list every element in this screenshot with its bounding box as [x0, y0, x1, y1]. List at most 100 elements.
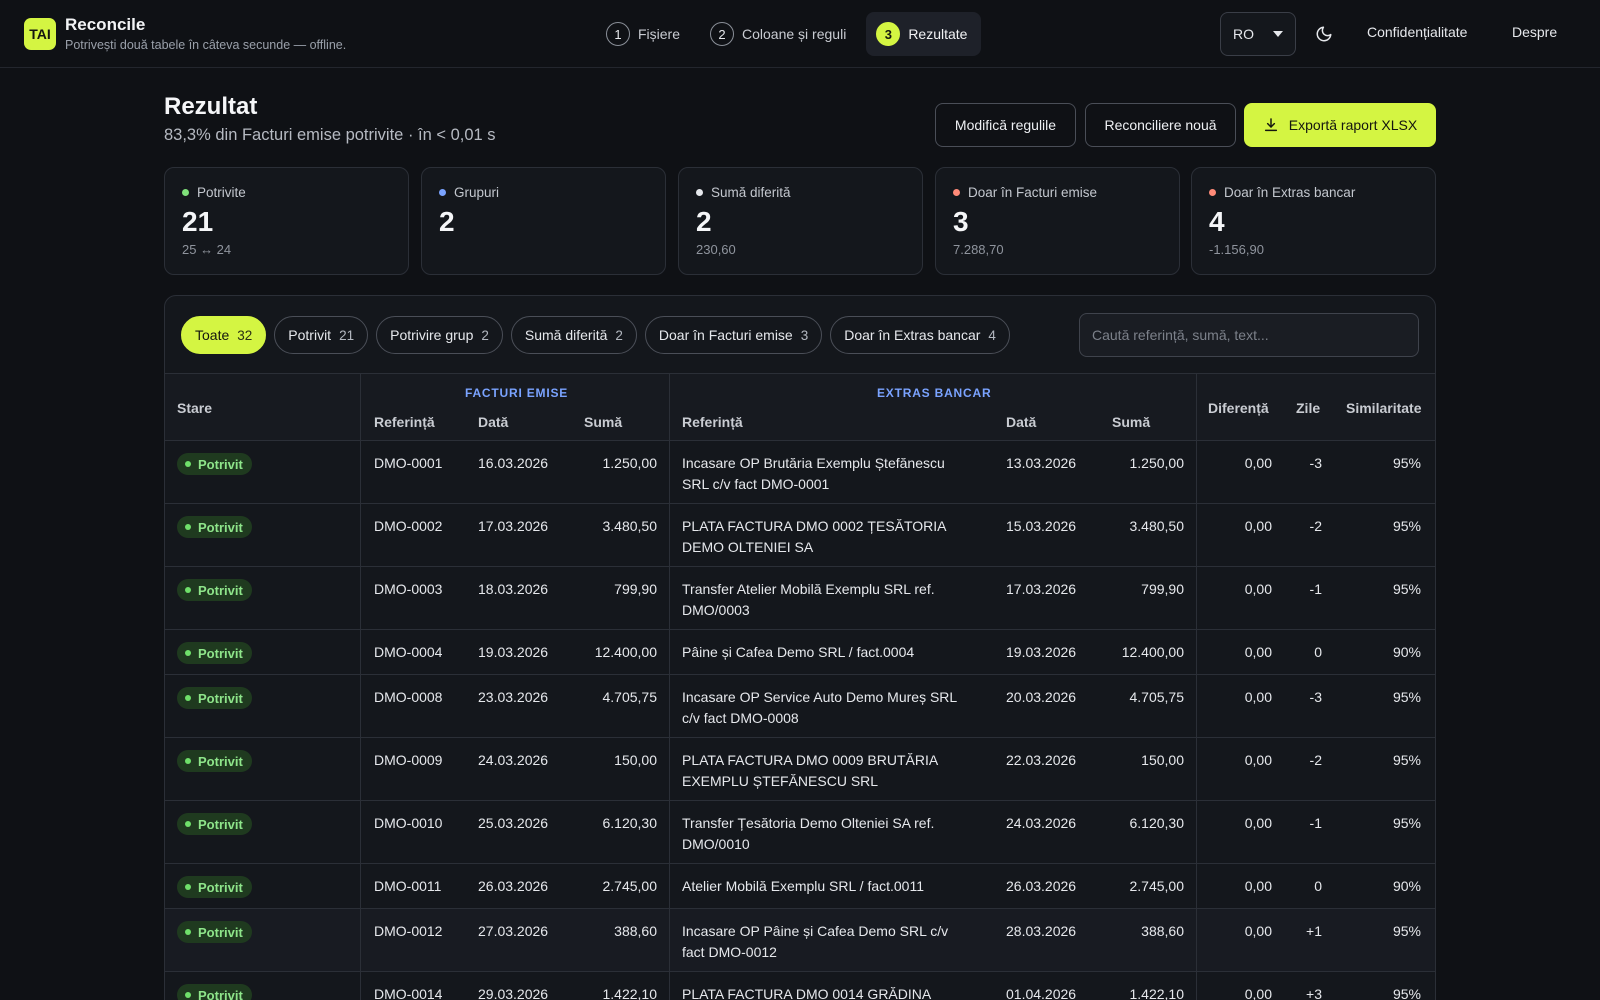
edit-rules-button[interactable]: Modifică regulile	[935, 103, 1076, 147]
group-label-bank: EXTRAS BANCAR	[877, 386, 992, 400]
stat-label: Doar în Facturi emise	[968, 185, 1098, 200]
cell-days: -1	[1309, 815, 1322, 831]
stat-card-amount-diff[interactable]: Sumă diferită 2 230,60	[678, 167, 923, 275]
cell-difference: 0,00	[1244, 581, 1272, 597]
cell-difference: 0,00	[1244, 644, 1272, 660]
column-header-similarity[interactable]: Similaritate	[1346, 400, 1422, 416]
stat-card-matched[interactable]: Potrivite 21 25 ↔ 24	[164, 167, 409, 275]
status-badge: Potrivit	[177, 876, 252, 898]
status-dot	[185, 884, 191, 890]
new-reconciliation-button[interactable]: Reconciliere nouă	[1085, 103, 1236, 147]
column-header-sum-b[interactable]: Sumă	[1112, 414, 1151, 430]
stat-value: 3	[953, 206, 969, 237]
status-dot	[185, 992, 191, 998]
cell-ref-b-line2: fact DMO-0012	[682, 944, 777, 960]
column-header-ref-a[interactable]: Referință	[374, 414, 435, 430]
column-header-date-b[interactable]: Dată	[1006, 414, 1037, 430]
column-header-date-a[interactable]: Dată	[478, 414, 509, 430]
column-divider	[360, 504, 361, 567]
cell-similarity: 95%	[1392, 752, 1421, 768]
cell-ref-b-line1: Atelier Mobilă Exemplu SRL / fact.0011	[682, 878, 925, 894]
filter-chip-matched[interactable]: Potrivit 21	[274, 316, 369, 354]
column-header-difference[interactable]: Diferență	[1208, 400, 1269, 416]
group-label-invoices: FACTURI EMISE	[465, 386, 569, 400]
status-dot	[185, 821, 191, 827]
cell-difference: 0,00	[1244, 518, 1272, 534]
step-label: Rezultate	[908, 26, 968, 42]
stat-card-only-bank[interactable]: Doar în Extras bancar 4 -1.156,90	[1191, 167, 1436, 275]
column-header-status[interactable]: Stare	[177, 400, 213, 416]
cell-date-b: 15.03.2026	[1006, 518, 1077, 534]
privacy-link[interactable]: Confidențialitate	[1367, 24, 1468, 40]
column-divider	[360, 972, 361, 1000]
language-value: RO	[1233, 26, 1254, 42]
table-row[interactable]: Potrivit DMO-0001 16.03.2026 1.250,00 Incasa…	[165, 441, 1435, 504]
cell-ref-a: DMO-0008	[374, 689, 443, 705]
cell-date-a: 19.03.2026	[478, 644, 549, 660]
stat-subvalue: -1.156,90	[1209, 242, 1264, 257]
cell-similarity: 95%	[1392, 581, 1421, 597]
results-panel: Toate 32 Potrivit 21 Potrivire grup 2 Sumă …	[164, 295, 1436, 1000]
table-row[interactable]: Potrivit DMO-0012 27.03.2026 388,60 Incasare…	[165, 909, 1435, 972]
cell-difference: 0,00	[1244, 689, 1272, 705]
column-divider	[1196, 675, 1197, 738]
search-input[interactable]	[1079, 313, 1419, 357]
app-subtitle: Potrivești două tabele în câteva secunde…	[65, 38, 347, 52]
table-row[interactable]: Potrivit DMO-0010 25.03.2026 6.120,30 Transf…	[165, 801, 1435, 864]
stat-card-only-invoices[interactable]: Doar în Facturi emise 3 7.288,70	[935, 167, 1180, 275]
table-row[interactable]: Potrivit DMO-0003 18.03.2026 799,90 Transfer…	[165, 567, 1435, 630]
status-label: Potrivit	[198, 753, 243, 769]
cell-ref-b: Incasare OP Service Auto Demo Mureș SRL c…	[682, 687, 982, 729]
language-select[interactable]: RO	[1220, 12, 1296, 56]
filter-chip-amount-diff[interactable]: Sumă diferită 2	[510, 316, 637, 354]
cell-days: -2	[1309, 518, 1322, 534]
filter-chip-group[interactable]: Potrivire grup 2	[376, 316, 503, 354]
table-row[interactable]: Potrivit DMO-0011 26.03.2026 2.745,00 Atelie…	[165, 864, 1435, 909]
cell-ref-b-line1: PLATA FACTURA DMO 0002 ȚESĂTORIA	[682, 518, 947, 534]
chip-count: 32	[237, 327, 253, 343]
table-row[interactable]: Potrivit DMO-0008 23.03.2026 4.705,75 Incasa…	[165, 675, 1435, 738]
status-badge: Potrivit	[177, 579, 252, 601]
column-divider	[669, 441, 670, 504]
table-row[interactable]: Potrivit DMO-0004 19.03.2026 12.400,00 Pâine…	[165, 630, 1435, 675]
cell-sum-b: 12.400,00	[1121, 644, 1184, 660]
cell-ref-b: Transfer Atelier Mobilă Exemplu SRL ref.…	[682, 579, 982, 621]
stat-card-groups[interactable]: Grupuri 2	[421, 167, 666, 275]
column-header-ref-b[interactable]: Referință	[682, 414, 743, 430]
step-columns-rules[interactable]: 2 Coloane și reguli	[700, 12, 860, 56]
column-divider	[669, 972, 670, 1000]
column-divider	[669, 909, 670, 972]
table-row[interactable]: Potrivit DMO-0002 17.03.2026 3.480,50 PLATA …	[165, 504, 1435, 567]
cell-ref-b-line1: Pâine și Cafea Demo SRL / fact.0004	[682, 644, 915, 660]
status-badge: Potrivit	[177, 687, 252, 709]
cell-difference: 0,00	[1244, 923, 1272, 939]
step-files[interactable]: 1 Fișiere	[596, 12, 694, 56]
export-xlsx-button[interactable]: Exportă raport XLSX	[1244, 103, 1436, 147]
filter-chip-only-invoices[interactable]: Doar în Facturi emise 3	[644, 316, 823, 354]
cell-sum-a: 799,90	[614, 581, 657, 597]
stat-label: Doar în Extras bancar	[1224, 185, 1356, 200]
column-header-sum-a[interactable]: Sumă	[584, 414, 623, 430]
cell-date-a: 25.03.2026	[478, 815, 549, 831]
column-divider	[669, 630, 670, 675]
cell-similarity: 95%	[1392, 815, 1421, 831]
theme-toggle-button[interactable]	[1308, 18, 1340, 50]
status-badge: Potrivit	[177, 642, 252, 664]
chip-count: 4	[988, 327, 996, 343]
filter-chip-all[interactable]: Toate 32	[181, 316, 267, 354]
cell-date-b: 13.03.2026	[1006, 455, 1077, 471]
cell-date-a: 17.03.2026	[478, 518, 549, 534]
step-number: 2	[710, 22, 735, 46]
cell-ref-a: DMO-0012	[374, 923, 443, 939]
export-label: Exportă raport XLSX	[1288, 117, 1418, 133]
table-row[interactable]: Potrivit DMO-0014 29.03.2026 1.422,10 PLATA …	[165, 972, 1435, 1000]
filter-chip-only-bank[interactable]: Doar în Extras bancar 4	[830, 316, 1010, 354]
about-link[interactable]: Despre	[1512, 24, 1558, 40]
download-icon	[1264, 118, 1277, 132]
column-header-days[interactable]: Zile	[1296, 400, 1321, 416]
app-title: Reconcile	[65, 15, 146, 34]
status-badge: Potrivit	[177, 516, 252, 538]
table-row[interactable]: Potrivit DMO-0009 24.03.2026 150,00 PLATA FA…	[165, 738, 1435, 801]
cell-ref-a: DMO-0010	[374, 815, 443, 831]
step-results[interactable]: 3 Rezultate	[866, 12, 982, 56]
